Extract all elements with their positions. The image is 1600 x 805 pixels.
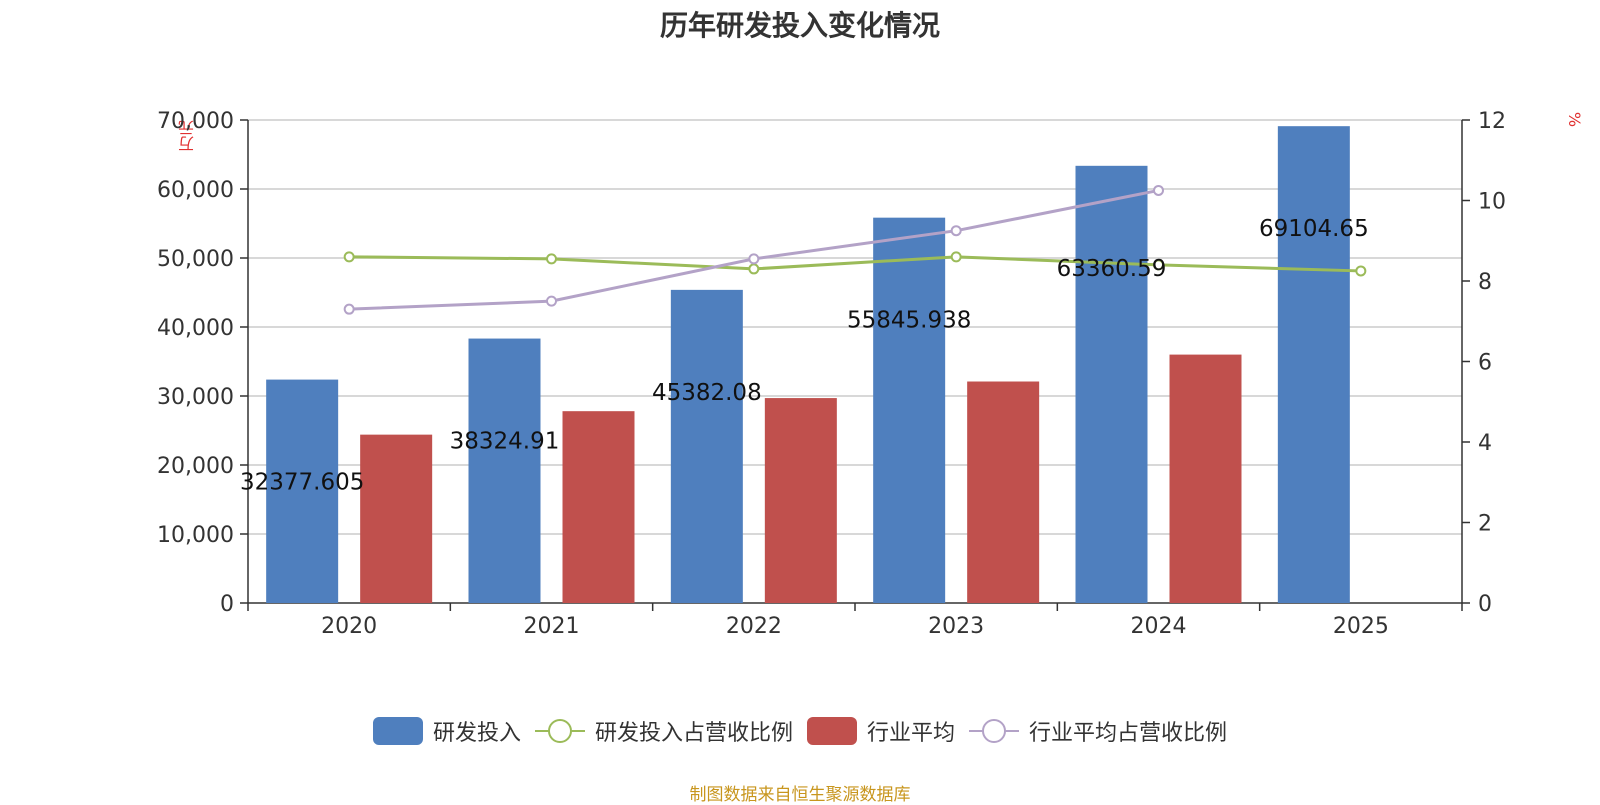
left-axis-tick-label: 70,000 — [157, 109, 234, 134]
point-研发投入占营收比例-2020 — [343, 251, 355, 263]
bar-研发投入-2021 — [468, 338, 541, 603]
legend-label-rd-spend: 研发投入 — [432, 721, 521, 746]
data-label-2022: 45382.08 — [652, 380, 762, 406]
bar-行业平均-2021 — [562, 411, 635, 603]
legend-item-rd-ratio[interactable]: 研发投入占营收比例 — [534, 715, 793, 747]
data-label-2024: 63360.59 — [1057, 256, 1167, 282]
bar-研发投入-2020 — [266, 379, 339, 603]
line-行业平均占营收比例 — [349, 188, 1159, 311]
x-axis-tick-label: 2024 — [1131, 614, 1187, 639]
right-axis-tick-label: 0 — [1478, 592, 1492, 617]
legend-item-industry-ratio[interactable]: 行业平均占营收比例 — [969, 715, 1227, 747]
chart-title: 历年研发投入变化情况 — [659, 9, 940, 42]
bar-研发投入-2025 — [1277, 126, 1350, 603]
legend-label-rd-ratio: 研发投入占营收比例 — [594, 721, 793, 746]
left-axis-tick-label: 60,000 — [157, 178, 234, 203]
x-axis-tick-label: 2021 — [524, 614, 580, 639]
point-研发投入占营收比例-2021 — [546, 253, 557, 265]
data-label-2021: 38324.91 — [450, 429, 560, 455]
left-axis-tick-label: 30,000 — [157, 385, 234, 410]
point-行业平均占营收比例-2020 — [343, 303, 355, 315]
bar-研发投入-2024 — [1075, 165, 1148, 603]
x-axis-tick-label: 2022 — [726, 614, 782, 639]
left-axis-tick-label: 40,000 — [157, 316, 234, 341]
point-研发投入占营收比例-2023 — [950, 251, 962, 263]
legend-swatch-rd-ratio — [534, 717, 585, 745]
line-研发投入占营收比例 — [349, 255, 1361, 273]
point-研发投入占营收比例-2024 — [1153, 259, 1164, 271]
point-行业平均占营收比例-2024 — [1153, 184, 1164, 196]
right-axis-tick-label: 6 — [1478, 351, 1492, 376]
data-label-2023: 55845.938 — [847, 308, 971, 334]
legend-swatch-industry-ratio — [969, 717, 1020, 745]
legend-swatch-industry-avg — [807, 717, 857, 745]
legend-swatch-rd-spend — [372, 717, 423, 745]
legend-item-rd-spend[interactable]: 研发投入 — [372, 715, 521, 747]
left-axis-tick-label: 20,000 — [157, 454, 234, 479]
bar-研发投入-2023 — [873, 217, 946, 603]
right-axis-tick-label: 8 — [1478, 270, 1492, 295]
source-note: 制图数据来自恒生聚源数据库 — [689, 785, 911, 805]
legend-item-industry-avg[interactable]: 行业平均 — [807, 715, 955, 747]
left-axis-tick-label: 0 — [220, 592, 234, 617]
right-axis-tick-label: 10 — [1478, 190, 1506, 215]
right-axis-tick-label: 2 — [1478, 512, 1492, 537]
left-axis-tick-label: 50,000 — [157, 247, 234, 272]
bar-行业平均-2020 — [360, 434, 433, 603]
point-行业平均占营收比例-2023 — [950, 225, 962, 237]
legend: 研发投入 研发投入占营收比例 行业平均 行业平均占营收比例 — [0, 715, 1600, 747]
bar-研发投入-2022 — [670, 289, 743, 603]
point-行业平均占营收比例-2022 — [748, 253, 760, 265]
right-axis-tick-label: 4 — [1478, 431, 1492, 456]
bar-行业平均-2023 — [967, 381, 1040, 603]
right-axis-tick-label: 12 — [1478, 109, 1506, 134]
bar-行业平均-2022 — [764, 398, 837, 603]
left-axis-tick-label: 10,000 — [157, 523, 234, 548]
data-label-2025: 69104.65 — [1259, 216, 1369, 242]
legend-label-industry-avg: 行业平均 — [867, 721, 956, 746]
point-研发投入占营收比例-2025 — [1355, 265, 1367, 277]
point-行业平均占营收比例-2021 — [546, 295, 557, 307]
x-axis-tick-label: 2020 — [321, 614, 377, 639]
legend-label-industry-ratio: 行业平均占营收比例 — [1029, 721, 1228, 746]
data-label-2020: 32377.605 — [240, 470, 364, 496]
x-axis-tick-label: 2023 — [928, 614, 984, 639]
x-axis-tick-label: 2025 — [1333, 614, 1389, 639]
point-研发投入占营收比例-2022 — [748, 263, 760, 275]
bar-行业平均-2024 — [1169, 354, 1242, 603]
